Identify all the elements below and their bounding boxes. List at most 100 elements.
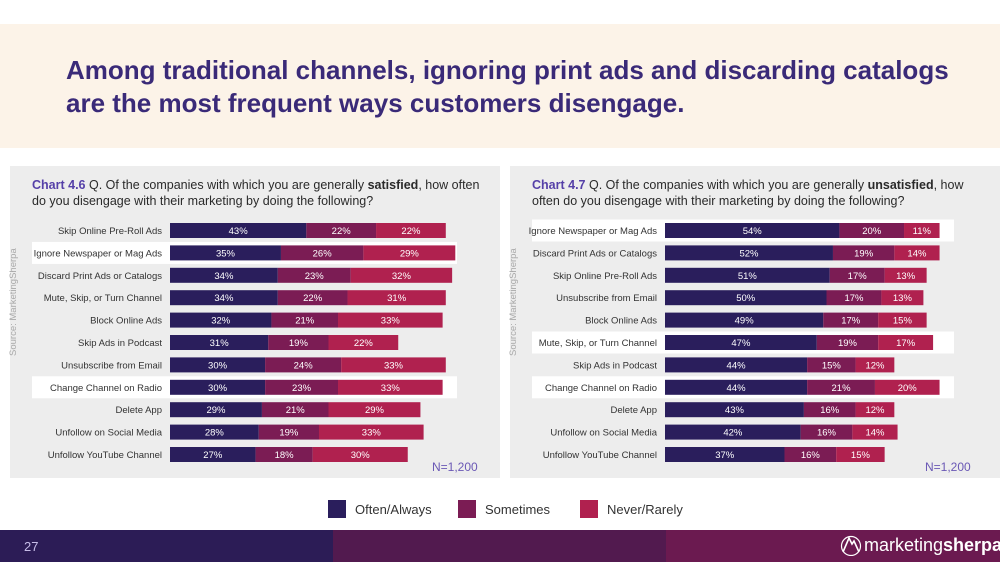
data-label-sometimes-block-online-ads: 21%	[295, 316, 315, 327]
data-label-sometimes-skip-online-pre-roll-ads: 22%	[332, 226, 352, 237]
category-label-block-online-ads: Block Online Ads	[585, 316, 657, 327]
data-label-often-ignore-newspaper-or-mag-ads: 54%	[743, 226, 763, 237]
bar-often-skip-ads-in-podcast	[665, 357, 808, 373]
bar-sometimes-block-online-ads	[823, 312, 879, 328]
data-label-often-delete-app: 29%	[206, 405, 226, 416]
data-label-never-unfollow-on-social-media: 33%	[362, 428, 382, 439]
bar-never-mute-skip-or-turn-channel	[878, 335, 934, 350]
footer-segment	[666, 530, 1000, 562]
bar-sometimes-unfollow-youtube-channel	[255, 447, 313, 462]
bar-never-unfollow-on-social-media	[852, 424, 898, 440]
source-label: Source: MarketingSherpa	[508, 248, 519, 356]
bar-sometimes-discard-print-ads-or-catalogs	[277, 267, 351, 283]
bar-never-change-channel-on-radio	[874, 379, 940, 395]
bar-often-skip-online-pre-roll-ads	[170, 223, 307, 238]
legend-item-never: Never/Rarely	[580, 500, 683, 518]
bar-sometimes-unfollow-youtube-channel	[784, 447, 837, 462]
category-label-block-online-ads: Block Online Ads	[90, 316, 162, 327]
category-label-unfollow-on-social-media: Unfollow on Social Media	[550, 428, 657, 439]
data-label-often-unfollow-youtube-channel: 37%	[715, 450, 735, 461]
data-label-never-change-channel-on-radio: 20%	[898, 383, 918, 394]
data-label-sometimes-unfollow-on-social-media: 16%	[817, 428, 837, 439]
bar-sometimes-delete-app	[261, 402, 329, 418]
bar-never-delete-app	[855, 402, 895, 418]
data-label-never-block-online-ads: 15%	[893, 316, 913, 327]
data-label-often-delete-app: 43%	[725, 405, 745, 416]
category-label-unfollow-youtube-channel: Unfollow YouTube Channel	[543, 450, 657, 461]
category-label-ignore-newspaper-or-mag-ads: Ignore Newspaper or Mag Ads	[34, 248, 163, 259]
category-label-skip-ads-in-podcast: Skip Ads in Podcast	[573, 360, 657, 371]
bar-often-unsubscribe-from-email	[665, 290, 827, 306]
bar-often-delete-app	[170, 402, 262, 418]
data-label-sometimes-unfollow-on-social-media: 19%	[279, 428, 299, 439]
brand-name-part2: sherpa	[943, 534, 1000, 555]
category-label-mute-skip-or-turn-channel: Mute, Skip, or Turn Channel	[44, 293, 162, 304]
bar-never-block-online-ads	[338, 312, 443, 328]
bar-never-delete-app	[328, 402, 421, 418]
category-label-mute-skip-or-turn-channel: Mute, Skip, or Turn Channel	[539, 338, 657, 349]
bar-never-change-channel-on-radio	[338, 379, 443, 395]
bar-sometimes-skip-ads-in-podcast	[268, 335, 329, 350]
chart-number: Chart 4.6	[32, 178, 86, 192]
data-label-sometimes-mute-skip-or-turn-channel: 19%	[838, 338, 858, 349]
chart-panel-unsatisfied: Chart 4.7 Q. Of the companies with which…	[508, 166, 1000, 478]
data-label-often-unsubscribe-from-email: 30%	[208, 360, 228, 371]
data-label-never-delete-app: 29%	[365, 405, 385, 416]
bar-sometimes-delete-app	[803, 402, 856, 418]
chart-question-start: Q. Of the companies with which you are g…	[585, 178, 868, 192]
chart-title: Chart 4.7 Q. Of the companies with which…	[532, 177, 992, 209]
chart-panel-satisfied: Chart 4.6 Q. Of the companies with which…	[8, 166, 500, 478]
data-label-often-mute-skip-or-turn-channel: 47%	[731, 338, 751, 349]
footer-segment	[333, 530, 666, 562]
bar-often-discard-print-ads-or-catalogs	[170, 267, 278, 283]
bar-often-mute-skip-or-turn-channel	[170, 290, 278, 306]
footer-bar: 27 marketingsherpa	[0, 530, 1000, 562]
data-label-often-skip-online-pre-roll-ads: 51%	[738, 271, 758, 282]
data-label-never-unsubscribe-from-email: 13%	[893, 293, 913, 304]
chart-legend: Often/Always Sometimes Never/Rarely	[0, 500, 1000, 522]
legend-swatch	[580, 500, 598, 518]
data-label-sometimes-unfollow-youtube-channel: 18%	[275, 450, 295, 461]
data-label-sometimes-block-online-ads: 17%	[841, 316, 861, 327]
brand-name: marketingsherpa	[864, 535, 1000, 556]
bar-never-skip-ads-in-podcast	[855, 357, 895, 373]
data-label-often-ignore-newspaper-or-mag-ads: 35%	[216, 248, 236, 259]
data-label-sometimes-change-channel-on-radio: 23%	[292, 383, 312, 394]
bar-often-delete-app	[665, 402, 804, 418]
data-label-often-unsubscribe-from-email: 50%	[736, 293, 756, 304]
bar-often-unfollow-youtube-channel	[665, 447, 785, 462]
data-label-sometimes-delete-app: 21%	[286, 405, 306, 416]
chart-question-end: , how often do you disengage with their …	[32, 178, 480, 208]
legend-swatch	[328, 500, 346, 518]
data-label-often-change-channel-on-radio: 30%	[208, 383, 228, 394]
data-label-sometimes-change-channel-on-radio: 21%	[832, 383, 852, 394]
data-label-never-mute-skip-or-turn-channel: 17%	[896, 338, 916, 349]
chart-title: Chart 4.6 Q. Of the companies with which…	[32, 177, 492, 209]
bar-never-unsubscribe-from-email	[881, 290, 924, 306]
bar-sometimes-skip-ads-in-podcast	[807, 357, 856, 373]
data-label-sometimes-unsubscribe-from-email: 24%	[294, 360, 314, 371]
data-label-often-unfollow-on-social-media: 42%	[723, 428, 743, 439]
data-label-never-discard-print-ads-or-catalogs: 14%	[907, 248, 927, 259]
data-label-never-block-online-ads: 33%	[381, 316, 401, 327]
data-label-never-unsubscribe-from-email: 33%	[384, 360, 404, 371]
chart-question-start: Q. Of the companies with which you are g…	[85, 178, 368, 192]
category-label-unfollow-youtube-channel: Unfollow YouTube Channel	[48, 450, 162, 461]
bar-sometimes-mute-skip-or-turn-channel	[816, 335, 879, 350]
category-label-unfollow-on-social-media: Unfollow on Social Media	[55, 428, 162, 439]
bar-often-skip-online-pre-roll-ads	[665, 267, 830, 283]
data-label-never-delete-app: 12%	[865, 405, 885, 416]
data-label-sometimes-ignore-newspaper-or-mag-ads: 20%	[862, 226, 882, 237]
bar-often-mute-skip-or-turn-channel	[665, 335, 817, 350]
data-label-never-ignore-newspaper-or-mag-ads: 29%	[400, 248, 420, 259]
bar-sometimes-skip-online-pre-roll-ads	[306, 223, 377, 238]
bar-sometimes-change-channel-on-radio	[265, 379, 339, 395]
stacked-bar-chart-unsatisfied: Ignore Newspaper or Mag Ads 54% 20% 11% Disc…	[529, 219, 954, 462]
bar-never-skip-online-pre-roll-ads	[376, 223, 446, 238]
category-label-unsubscribe-from-email: Unsubscribe from Email	[556, 293, 657, 304]
data-label-never-unfollow-youtube-channel: 30%	[351, 450, 371, 461]
bar-sometimes-block-online-ads	[271, 312, 339, 328]
category-label-unsubscribe-from-email: Unsubscribe from Email	[61, 360, 162, 371]
data-label-never-mute-skip-or-turn-channel: 31%	[387, 293, 407, 304]
data-label-sometimes-skip-ads-in-podcast: 19%	[289, 338, 309, 349]
